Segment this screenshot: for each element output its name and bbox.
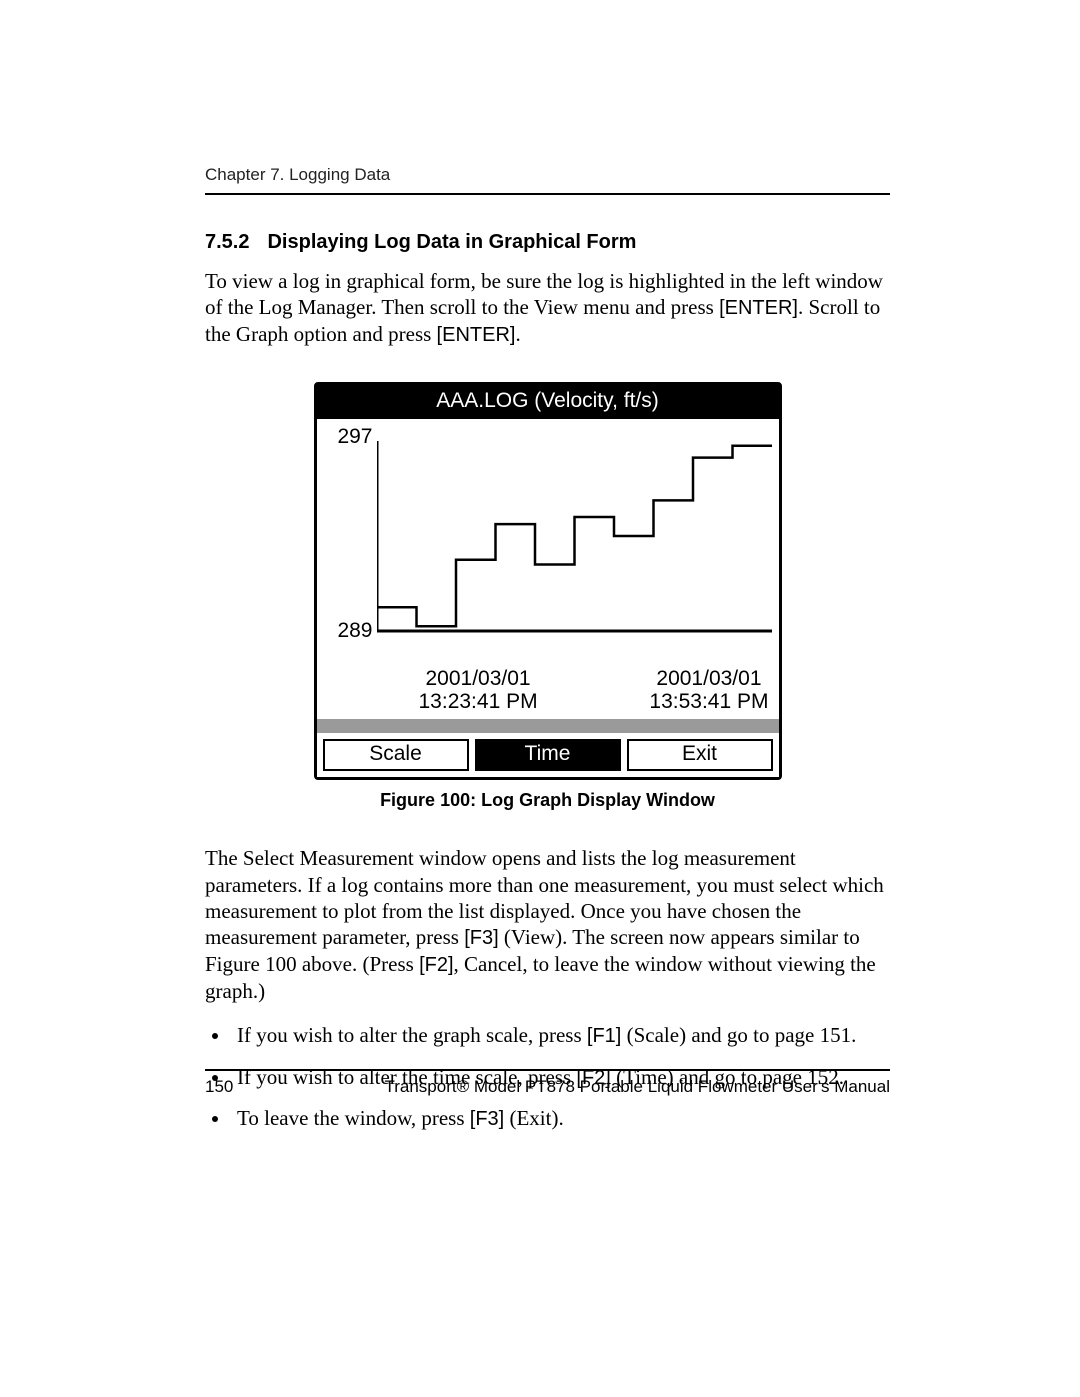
manual-title: Transport® Model PT878 Portable Liquid F… (384, 1077, 890, 1097)
section-heading: 7.5.2 Displaying Log Data in Graphical Fo… (205, 231, 890, 254)
chapter-header: Chapter 7. Logging Data (205, 165, 890, 195)
x-right-date: 2001/03/01 (656, 667, 761, 690)
intro-paragraph: To view a log in graphical form, be sure… (205, 268, 890, 348)
section-number: 7.5.2 (205, 231, 249, 254)
softkey-exit[interactable]: Exit (627, 739, 773, 771)
x-axis-labels: 2001/03/01 13:23:41 PM 2001/03/01 13:53:… (317, 667, 779, 719)
y-max-label: 297 (321, 425, 373, 449)
x-left-label: 2001/03/01 13:23:41 PM (419, 667, 538, 713)
softkey-row: ScaleTimeExit (317, 733, 779, 777)
x-right-time: 13:53:41 PM (649, 690, 768, 713)
lcd-title-bar: AAA.LOG (Velocity, ft/s) (317, 385, 779, 419)
y-min-label: 289 (321, 619, 373, 643)
lcd-screen: AAA.LOG (Velocity, ft/s) 297 289 2001/03… (314, 382, 782, 780)
separator-bar (317, 719, 779, 733)
bullet-item: If you wish to alter the graph scale, pr… (231, 1022, 890, 1049)
softkey-scale[interactable]: Scale (323, 739, 469, 771)
plot-area: 297 289 (317, 419, 779, 669)
x-left-time: 13:23:41 PM (419, 690, 538, 713)
bullet-item: To leave the window, press [F3] (Exit). (231, 1105, 890, 1132)
softkey-time[interactable]: Time (475, 739, 621, 771)
x-left-date: 2001/03/01 (425, 667, 530, 690)
figure-caption: Figure 100: Log Graph Display Window (314, 790, 782, 811)
page-footer: 150 Transport® Model PT878 Portable Liqu… (205, 1069, 890, 1097)
x-right-label: 2001/03/01 13:53:41 PM (649, 667, 768, 713)
page-number: 150 (205, 1077, 233, 1097)
section-title: Displaying Log Data in Graphical Form (267, 231, 636, 253)
body-paragraph: The Select Measurement window opens and … (205, 845, 890, 1004)
figure-100: AAA.LOG (Velocity, ft/s) 297 289 2001/03… (314, 382, 782, 811)
manual-page: Chapter 7. Logging Data 7.5.2 Displaying … (0, 0, 1080, 1397)
step-chart (377, 431, 772, 656)
